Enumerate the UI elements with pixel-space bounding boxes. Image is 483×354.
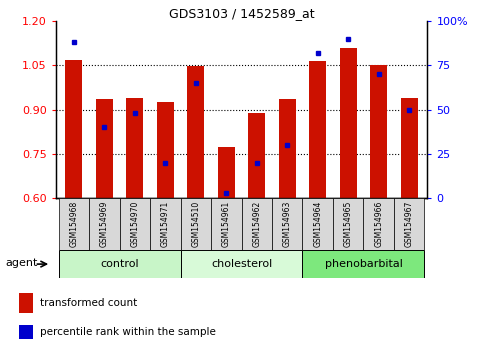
Bar [401, 98, 417, 198]
FancyBboxPatch shape [333, 198, 363, 250]
Text: GSM154970: GSM154970 [130, 201, 139, 247]
Bar [248, 113, 265, 198]
Text: control: control [100, 259, 139, 269]
Text: GSM154969: GSM154969 [100, 201, 109, 247]
Bar [157, 102, 174, 198]
Bar [127, 98, 143, 198]
FancyBboxPatch shape [58, 250, 181, 278]
FancyBboxPatch shape [89, 198, 120, 250]
FancyBboxPatch shape [58, 198, 89, 250]
Bar [96, 99, 113, 198]
Text: agent: agent [6, 258, 38, 268]
Text: cholesterol: cholesterol [211, 259, 272, 269]
Text: GSM154962: GSM154962 [252, 201, 261, 247]
Bar [19, 325, 33, 339]
Text: GSM154964: GSM154964 [313, 201, 322, 247]
Text: GSM154971: GSM154971 [161, 201, 170, 247]
Text: GSM154510: GSM154510 [191, 201, 200, 247]
FancyBboxPatch shape [181, 198, 211, 250]
Text: GSM154968: GSM154968 [70, 201, 78, 247]
Title: GDS3103 / 1452589_at: GDS3103 / 1452589_at [169, 7, 314, 20]
Bar [370, 65, 387, 198]
Text: percentile rank within the sample: percentile rank within the sample [40, 327, 216, 337]
Bar [218, 147, 235, 198]
Text: GSM154966: GSM154966 [374, 201, 383, 247]
Bar [19, 293, 33, 313]
Text: GSM154961: GSM154961 [222, 201, 231, 247]
Text: transformed count: transformed count [40, 298, 137, 308]
Bar [187, 67, 204, 198]
FancyBboxPatch shape [302, 250, 425, 278]
FancyBboxPatch shape [363, 198, 394, 250]
FancyBboxPatch shape [302, 198, 333, 250]
FancyBboxPatch shape [150, 198, 181, 250]
FancyBboxPatch shape [242, 198, 272, 250]
Text: GSM154967: GSM154967 [405, 201, 413, 247]
FancyBboxPatch shape [211, 198, 242, 250]
FancyBboxPatch shape [120, 198, 150, 250]
FancyBboxPatch shape [394, 198, 425, 250]
Text: GSM154963: GSM154963 [283, 201, 292, 247]
FancyBboxPatch shape [181, 250, 302, 278]
FancyBboxPatch shape [272, 198, 302, 250]
Bar [340, 48, 356, 198]
Bar [66, 59, 82, 198]
Bar [309, 61, 326, 198]
Text: phenobarbital: phenobarbital [325, 259, 402, 269]
Bar [279, 99, 296, 198]
Text: GSM154965: GSM154965 [344, 201, 353, 247]
